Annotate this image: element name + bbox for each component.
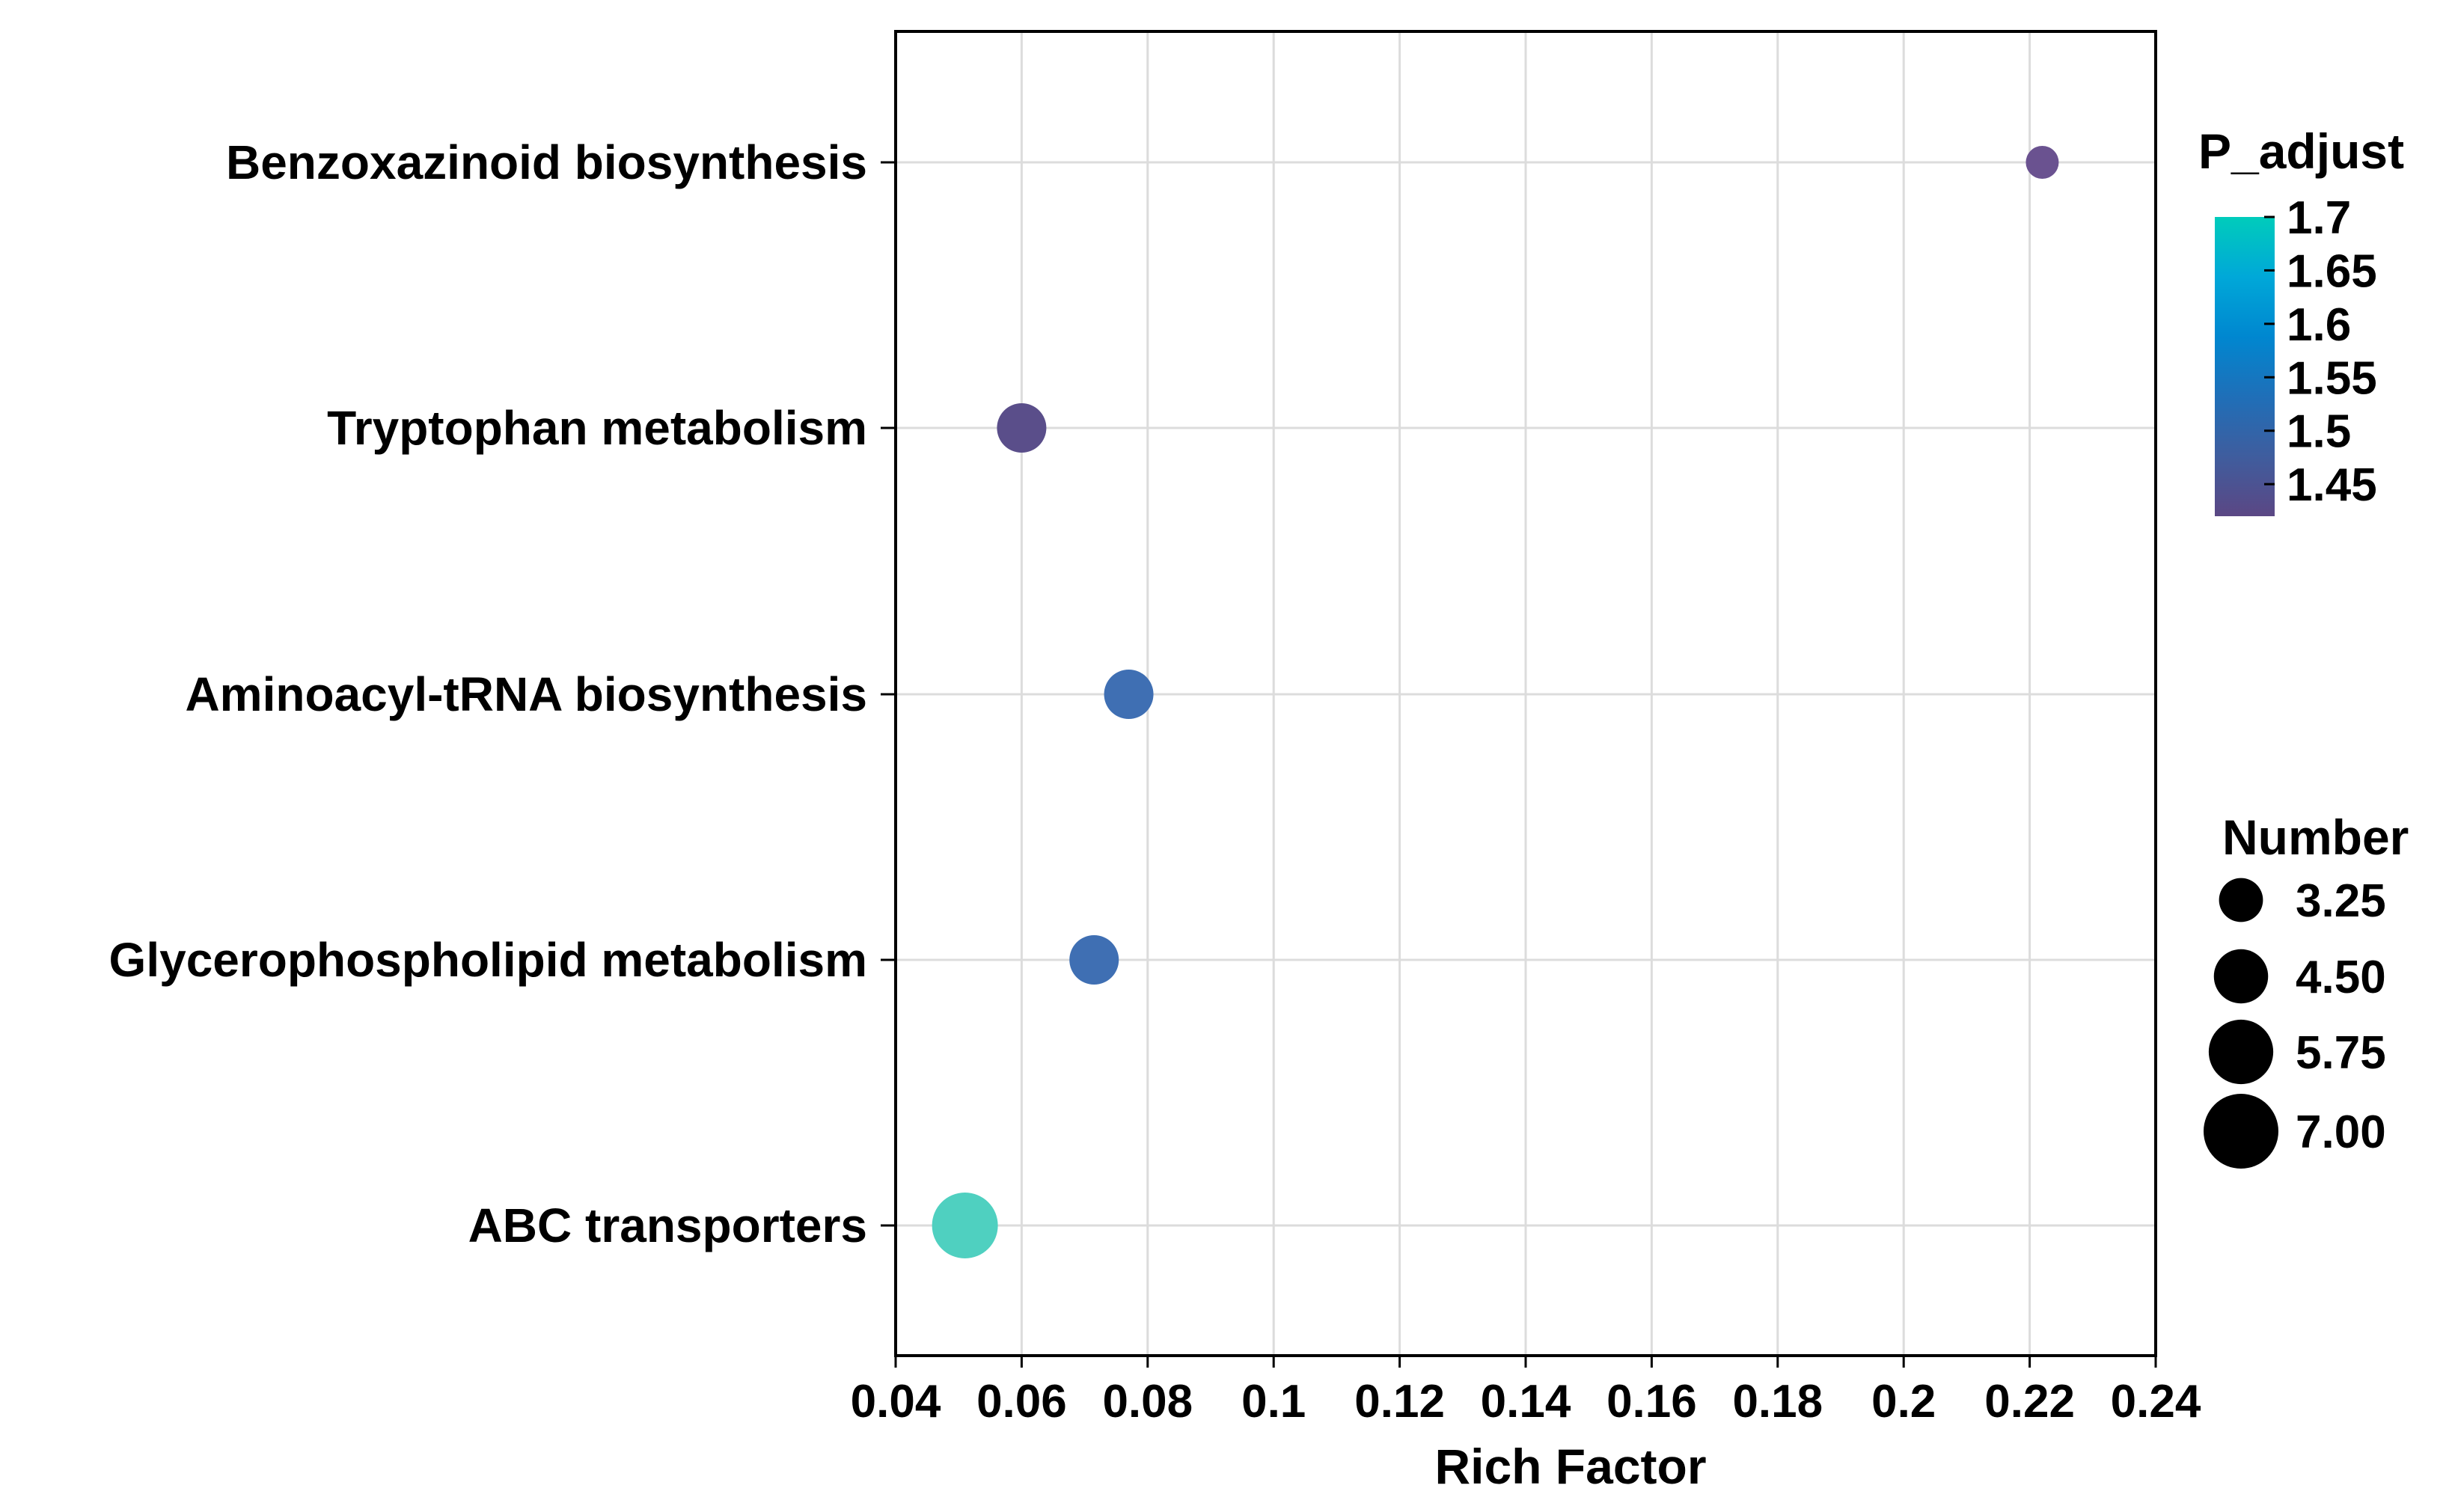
x-tick-label: 0.24 (2111, 1376, 2201, 1427)
color-legend-label: 1.5 (2287, 406, 2351, 458)
x-tick-label: 0.06 (976, 1376, 1067, 1427)
x-tick-label: 0.22 (1984, 1376, 2075, 1427)
size-legend-dot (2204, 1094, 2278, 1169)
size-legend-dot (2213, 949, 2269, 1004)
x-axis-title: Rich Factor (1434, 1439, 1706, 1494)
color-legend: P_adjust 1.71.651.61.551.51.45 (2198, 123, 2404, 516)
data-point (2025, 146, 2059, 179)
color-legend-label: 1.7 (2287, 192, 2351, 244)
color-legend-label: 1.55 (2287, 352, 2377, 404)
x-tick-label: 0.12 (1354, 1376, 1445, 1427)
size-legend-label: 4.50 (2296, 952, 2386, 1003)
size-legend-label: 3.25 (2296, 875, 2386, 927)
size-legend-label: 7.00 (2296, 1107, 2386, 1158)
x-tick-label: 0.14 (1481, 1376, 1571, 1427)
color-bar (2215, 217, 2275, 516)
y-tick-label: Aminoacyl-tRNA biosynthesis (185, 667, 867, 721)
y-tick-label: Glycerophospholipid metabolism (109, 933, 867, 987)
size-legend-title: Number (2222, 809, 2409, 865)
data-point (1069, 935, 1119, 985)
data-point (1104, 670, 1154, 719)
size-legend-label: 5.75 (2296, 1027, 2386, 1079)
size-legend: Number 3.25 4.50 5.75 7.00 (2204, 809, 2409, 1169)
color-legend-title: P_adjust (2198, 123, 2404, 179)
x-tick-label: 0.16 (1606, 1376, 1697, 1427)
x-tick-label: 0.04 (851, 1376, 941, 1427)
x-tick-label: 0.2 (1871, 1376, 1936, 1427)
size-legend-dot (2208, 1019, 2274, 1085)
color-legend-label: 1.6 (2287, 299, 2351, 351)
data-point (997, 403, 1047, 453)
y-tick-label: Tryptophan metabolism (327, 401, 867, 455)
x-tick-label: 0.1 (1241, 1376, 1306, 1427)
size-legend-dot (2219, 878, 2263, 922)
grid-lines (894, 31, 2157, 1356)
y-tick-label: Benzoxazinoid biosynthesis (226, 135, 867, 189)
y-axis: Benzoxazinoid biosynthesis Tryptophan met… (109, 135, 896, 1252)
data-points (932, 146, 2059, 1258)
x-axis: 0.04 0.06 0.08 0.1 0.12 0.14 0.16 0.18 0.2 0.22 0.… (851, 1356, 2201, 1427)
x-tick-label: 0.08 (1102, 1376, 1193, 1427)
color-legend-label: 1.45 (2287, 459, 2377, 511)
data-point (932, 1193, 998, 1258)
x-tick-label: 0.18 (1732, 1376, 1823, 1427)
color-legend-label: 1.65 (2287, 245, 2377, 297)
y-tick-label: ABC transporters (468, 1199, 867, 1252)
